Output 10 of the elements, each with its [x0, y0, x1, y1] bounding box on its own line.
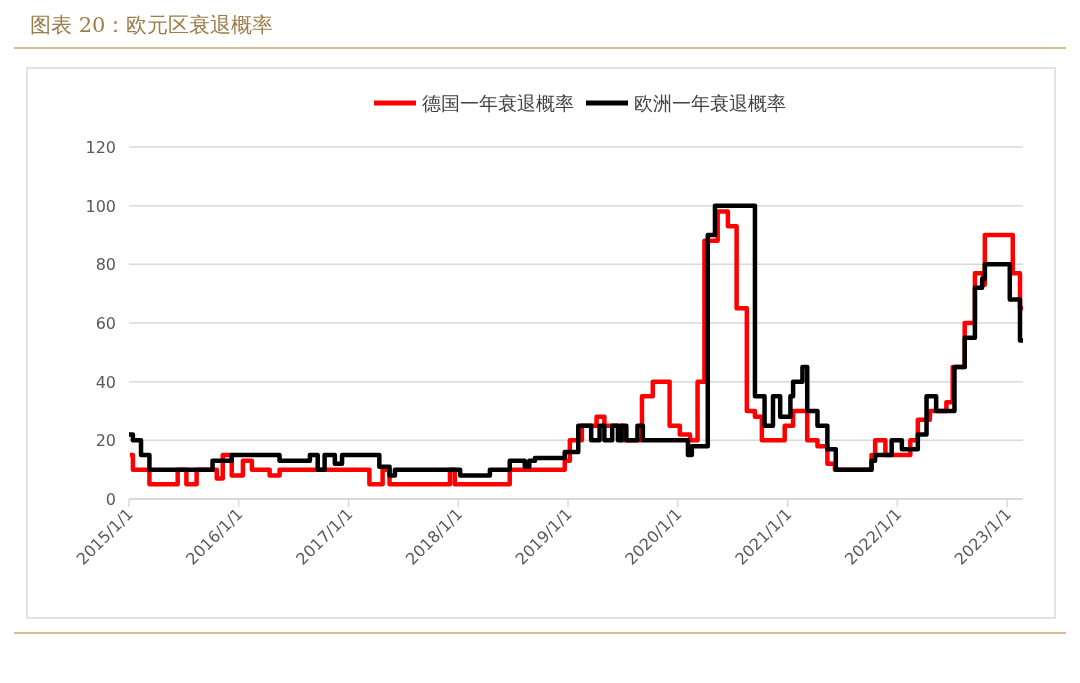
- y-tick-label: 60: [95, 314, 116, 333]
- title: 图表 20：欧元区衰退概率: [30, 13, 274, 37]
- y-tick-label: 0: [105, 490, 116, 509]
- y-tick-label: 40: [95, 372, 116, 392]
- legend-label: 欧洲一年衰退概率: [634, 92, 786, 114]
- y-tick-label: 120: [85, 138, 116, 157]
- y-tick-label: 80: [95, 255, 116, 275]
- legend-label: 德国一年衰退概率: [422, 92, 574, 114]
- y-tick-label: 100: [85, 196, 116, 216]
- y-tick-label: 20: [95, 431, 116, 451]
